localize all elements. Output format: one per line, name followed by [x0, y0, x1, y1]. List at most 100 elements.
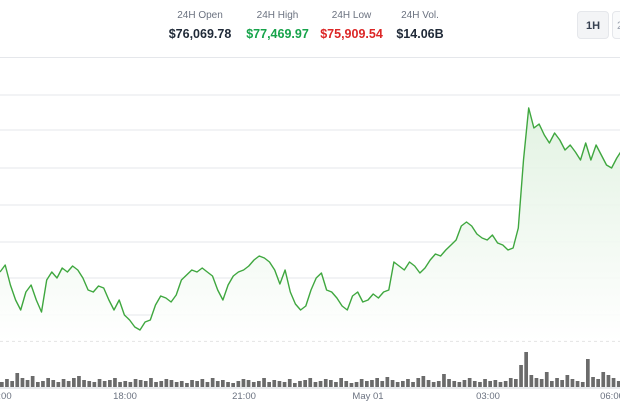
- volume-bar: [5, 379, 9, 387]
- volume-bar: [544, 372, 549, 387]
- volume-bar: [606, 375, 611, 387]
- volume-bar: [508, 378, 513, 387]
- x-tick-label: 06:00: [600, 391, 620, 402]
- volume-bar: [128, 382, 133, 387]
- volume-bar: [575, 381, 580, 387]
- volume-bar: [601, 372, 606, 387]
- volume-bar: [149, 378, 153, 387]
- volume-bar: [246, 380, 251, 387]
- x-tick-label: 03:00: [476, 391, 500, 402]
- volume-bar: [519, 365, 523, 387]
- volume-bar: [174, 382, 179, 387]
- volume-bar: [123, 381, 128, 387]
- volume-bar: [616, 381, 620, 387]
- volume-bar: [478, 382, 482, 387]
- price-line: [0, 107, 620, 331]
- volume-bar: [426, 380, 431, 387]
- volume-bar: [344, 381, 349, 387]
- volume-bar: [210, 378, 215, 387]
- volume-bar: [467, 378, 472, 387]
- volume-bar: [190, 380, 194, 387]
- volume-bar: [82, 380, 86, 387]
- volume-bar: [185, 383, 189, 387]
- volume-bar: [226, 382, 230, 387]
- volume-bar: [365, 381, 369, 387]
- timeframe-1h-button[interactable]: 1H: [577, 11, 609, 39]
- volume-bar: [102, 381, 107, 387]
- volume-bar: [380, 381, 385, 387]
- volume-bar: [20, 378, 25, 387]
- stat-label: 24H Low: [331, 10, 372, 21]
- volume-bar: [483, 379, 487, 387]
- volume-bar: [503, 381, 508, 387]
- volume-bar: [565, 375, 570, 387]
- volume-bar: [586, 359, 590, 387]
- stat-24h-open: 24H Open $76,069.78: [165, 10, 235, 41]
- stat-24h-low: 24H Low $75,909.54: [314, 10, 389, 41]
- stat-value: $75,909.54: [320, 27, 383, 41]
- volume-bar: [257, 381, 261, 387]
- volume-bar: [10, 381, 14, 387]
- volume-bar: [36, 382, 40, 387]
- volume-bar: [262, 378, 266, 387]
- volume-bar: [282, 382, 287, 387]
- volume-bar: [580, 382, 585, 387]
- volume-bar: [215, 381, 220, 387]
- volume-bar: [354, 382, 359, 387]
- volume-bar: [51, 380, 56, 387]
- volume-bar: [416, 378, 421, 387]
- x-tick-label: May 01: [352, 391, 384, 402]
- volume-bar: [267, 382, 271, 387]
- volume-bar: [442, 374, 446, 387]
- volume-bar: [30, 376, 35, 387]
- volume-bar: [323, 379, 328, 387]
- volume-bar: [118, 382, 122, 387]
- volume-bar: [349, 383, 354, 387]
- volume-bar: [25, 380, 30, 387]
- volume-bar: [221, 380, 225, 387]
- volume-bar: [472, 381, 477, 387]
- volume-bar: [493, 380, 498, 387]
- x-tick-label: 21:00: [232, 391, 256, 402]
- volume-bar: [401, 381, 405, 387]
- stat-label: 24H Vol.: [401, 10, 439, 21]
- volume-bar: [61, 379, 66, 387]
- volume-bar: [570, 379, 575, 387]
- volume-bar: [205, 382, 210, 387]
- stat-24h-high: 24H High $77,469.97: [240, 10, 315, 41]
- volume-bar: [431, 382, 436, 387]
- stat-value: $76,069.78: [168, 27, 232, 41]
- volume-bar: [108, 380, 112, 387]
- volume-bar: [231, 383, 235, 387]
- volume-bar: [159, 381, 164, 387]
- volume-bar: [339, 378, 343, 387]
- volume-bar: [555, 378, 559, 387]
- volume-bar: [529, 375, 534, 387]
- volume-bar: [421, 376, 426, 387]
- volume-bar: [591, 377, 595, 387]
- volume-bar: [488, 381, 492, 387]
- volume-bar: [97, 379, 102, 387]
- volume-bar: [370, 380, 374, 387]
- price-area: [0, 108, 620, 341]
- volume-bar: [452, 381, 457, 387]
- volume-bar: [385, 377, 390, 387]
- volume-bar: [72, 378, 76, 387]
- volume-bar: [113, 378, 117, 387]
- volume-bar: [375, 378, 379, 387]
- volume-bar: [313, 382, 318, 387]
- x-tick-label: 18:00: [113, 391, 137, 402]
- price-stats-bar: 24H Open $76,069.78 24H High $77,469.97 …: [0, 10, 620, 50]
- volume-bar: [406, 379, 410, 387]
- volume-bar: [596, 379, 600, 387]
- volume-bar: [92, 382, 97, 387]
- volume-bar: [303, 380, 307, 387]
- divider: [0, 57, 620, 58]
- volume-bar: [293, 383, 297, 387]
- volume-bar: [179, 381, 184, 387]
- volume-bar: [359, 379, 364, 387]
- volume-bar: [77, 376, 81, 387]
- volume-bar: [195, 381, 199, 387]
- timeframe-next-button[interactable]: 2: [612, 11, 620, 39]
